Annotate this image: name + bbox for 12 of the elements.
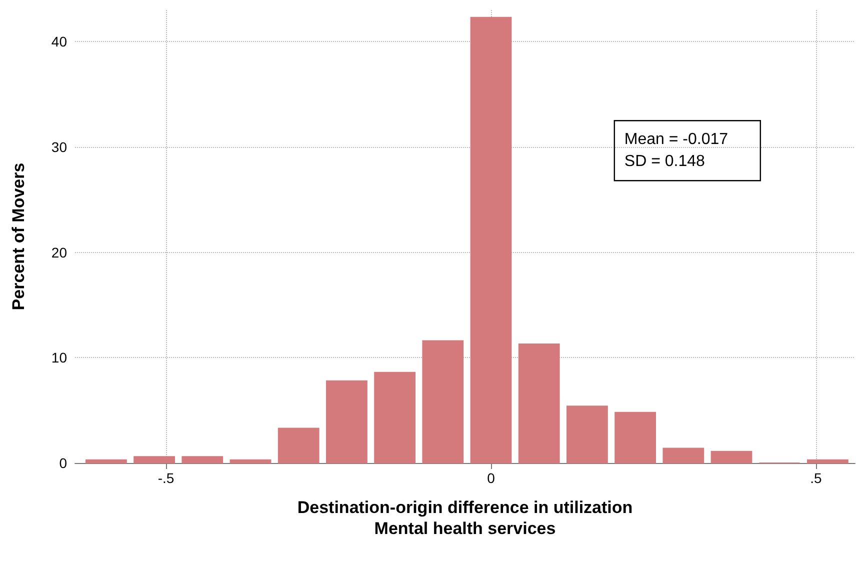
x-axis-title: Destination-origin difference in utilization Mental health services	[297, 498, 633, 538]
x-tick-label: 0	[487, 470, 496, 486]
y-tick-label: 20	[51, 244, 68, 260]
y-tick-label: 0	[59, 455, 68, 471]
x-tick-label: .5	[810, 470, 822, 486]
y-tick-label: 10	[51, 350, 68, 366]
annotation: SD = 0.148	[624, 153, 705, 170]
annotation: Mean = -0.017	[624, 131, 728, 148]
y-axis-title: Percent of Movers	[9, 162, 28, 310]
y-tick-label: 30	[51, 138, 68, 155]
y-tick-label: 40	[51, 34, 68, 50]
x-tick-label: -.5	[158, 470, 174, 486]
